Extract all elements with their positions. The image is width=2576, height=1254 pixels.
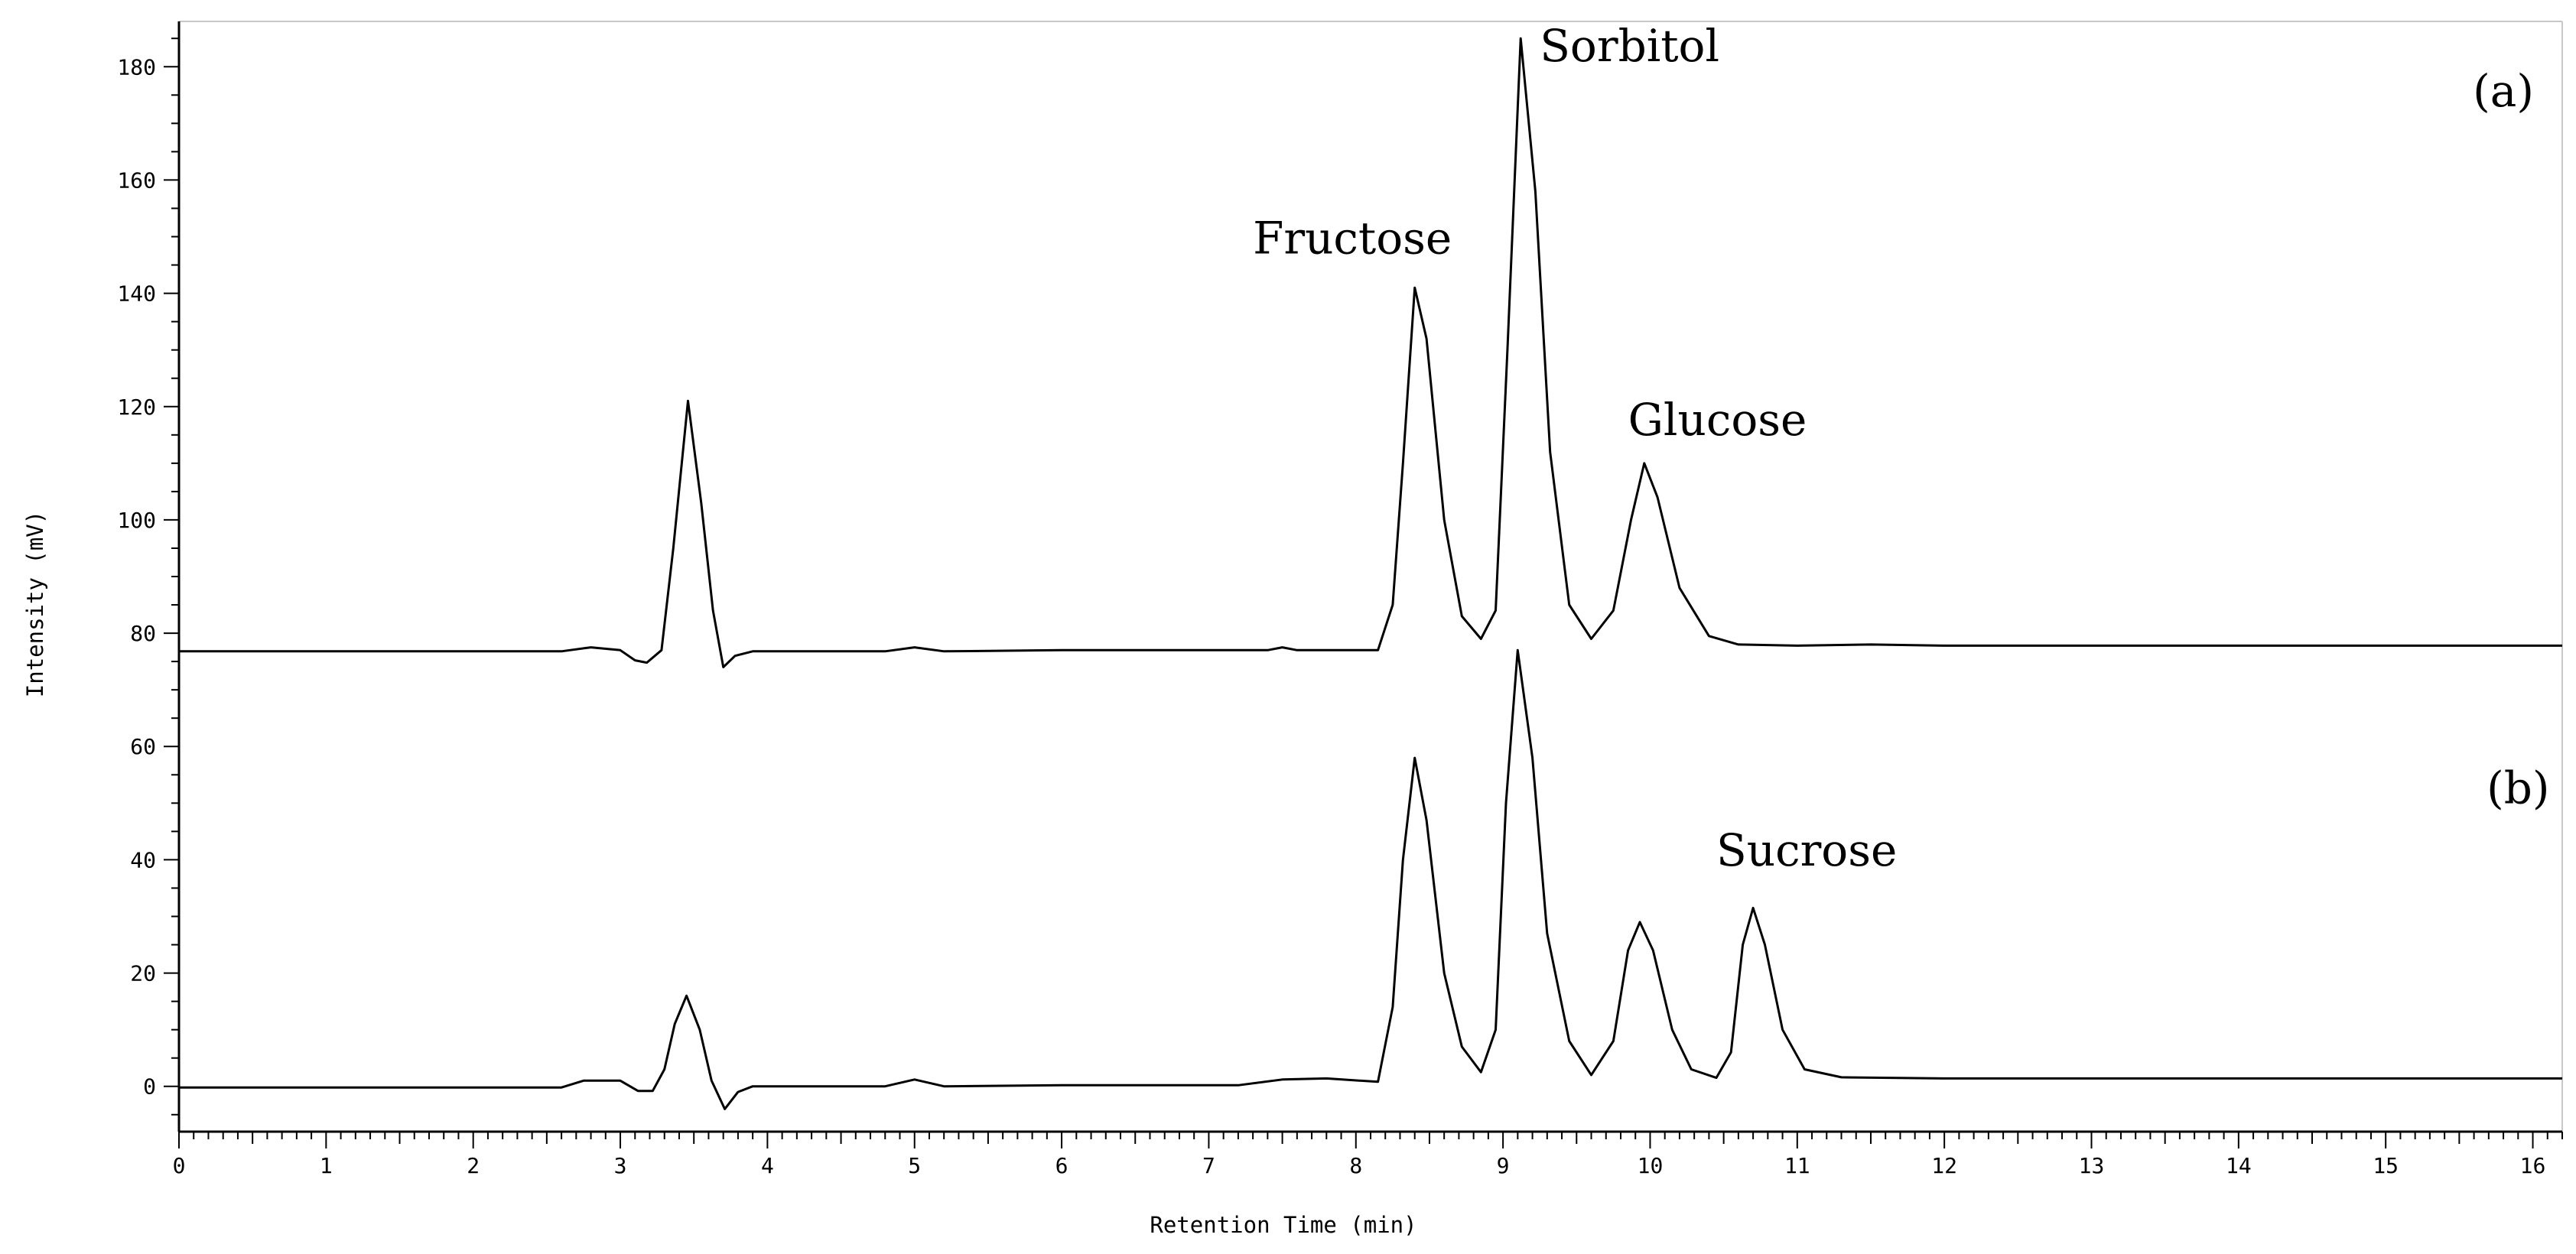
y-tick-label: 180 [117, 54, 156, 80]
peak-label-fructose: Fructose [1253, 213, 1452, 265]
y-tick-label: 40 [130, 847, 156, 872]
series-group [179, 37, 2562, 1110]
x-tick-label: 10 [1638, 1153, 1664, 1178]
y-tick-label: 20 [130, 961, 156, 986]
x-tick-label: 7 [1202, 1153, 1215, 1178]
x-tick-label: 15 [2373, 1153, 2399, 1178]
y-axis-title: Intensity (mV) [22, 511, 48, 697]
x-tick-label: 12 [1931, 1153, 1957, 1178]
x-tick-label: 9 [1497, 1153, 1510, 1178]
annotations: Sorbitol Fructose Glucose Sucrose (a) (b) [1253, 20, 2549, 876]
x-tick-label: 2 [467, 1153, 480, 1178]
x-axis-title: Retention Time (min) [1150, 1212, 1416, 1238]
y-axis: 0 20 40 60 80 100 120 140 160 180 [117, 37, 179, 1116]
x-tick-label: 1 [320, 1153, 333, 1178]
x-tick-label: 13 [2079, 1153, 2105, 1178]
x-tick-label: 5 [908, 1153, 921, 1178]
y-tick-label: 120 [117, 395, 156, 420]
x-tick-label: 0 [173, 1153, 186, 1178]
x-tick-label: 16 [2520, 1153, 2546, 1178]
y-tick-label: 80 [130, 621, 156, 646]
y-tick-label: 160 [117, 167, 156, 193]
panel-label-a: (a) [2473, 65, 2534, 117]
panel-label-b: (b) [2487, 762, 2549, 814]
series-a-trace [179, 37, 2562, 668]
x-tick-label: 11 [1784, 1153, 1810, 1178]
peak-label-sorbitol: Sorbitol [1540, 20, 1719, 72]
y-tick-label: 140 [117, 281, 156, 307]
x-tick-label: 4 [761, 1153, 774, 1178]
peak-label-sucrose: Sucrose [1716, 824, 1897, 876]
y-tick-label: 100 [117, 508, 156, 533]
x-tick-label: 3 [614, 1153, 627, 1178]
peak-label-glucose: Glucose [1628, 394, 1807, 446]
x-tick-label: 6 [1055, 1153, 1068, 1178]
plot-frame [177, 21, 2563, 1133]
x-axis: 0 1 2 3 4 5 6 7 8 9 10 11 12 13 14 15 16 [173, 1132, 2563, 1178]
y-tick-label: 60 [130, 734, 156, 759]
y-tick-label: 0 [143, 1074, 156, 1100]
series-b-trace [179, 648, 2562, 1110]
x-tick-label: 14 [2226, 1153, 2252, 1178]
x-tick-label: 8 [1349, 1153, 1362, 1178]
